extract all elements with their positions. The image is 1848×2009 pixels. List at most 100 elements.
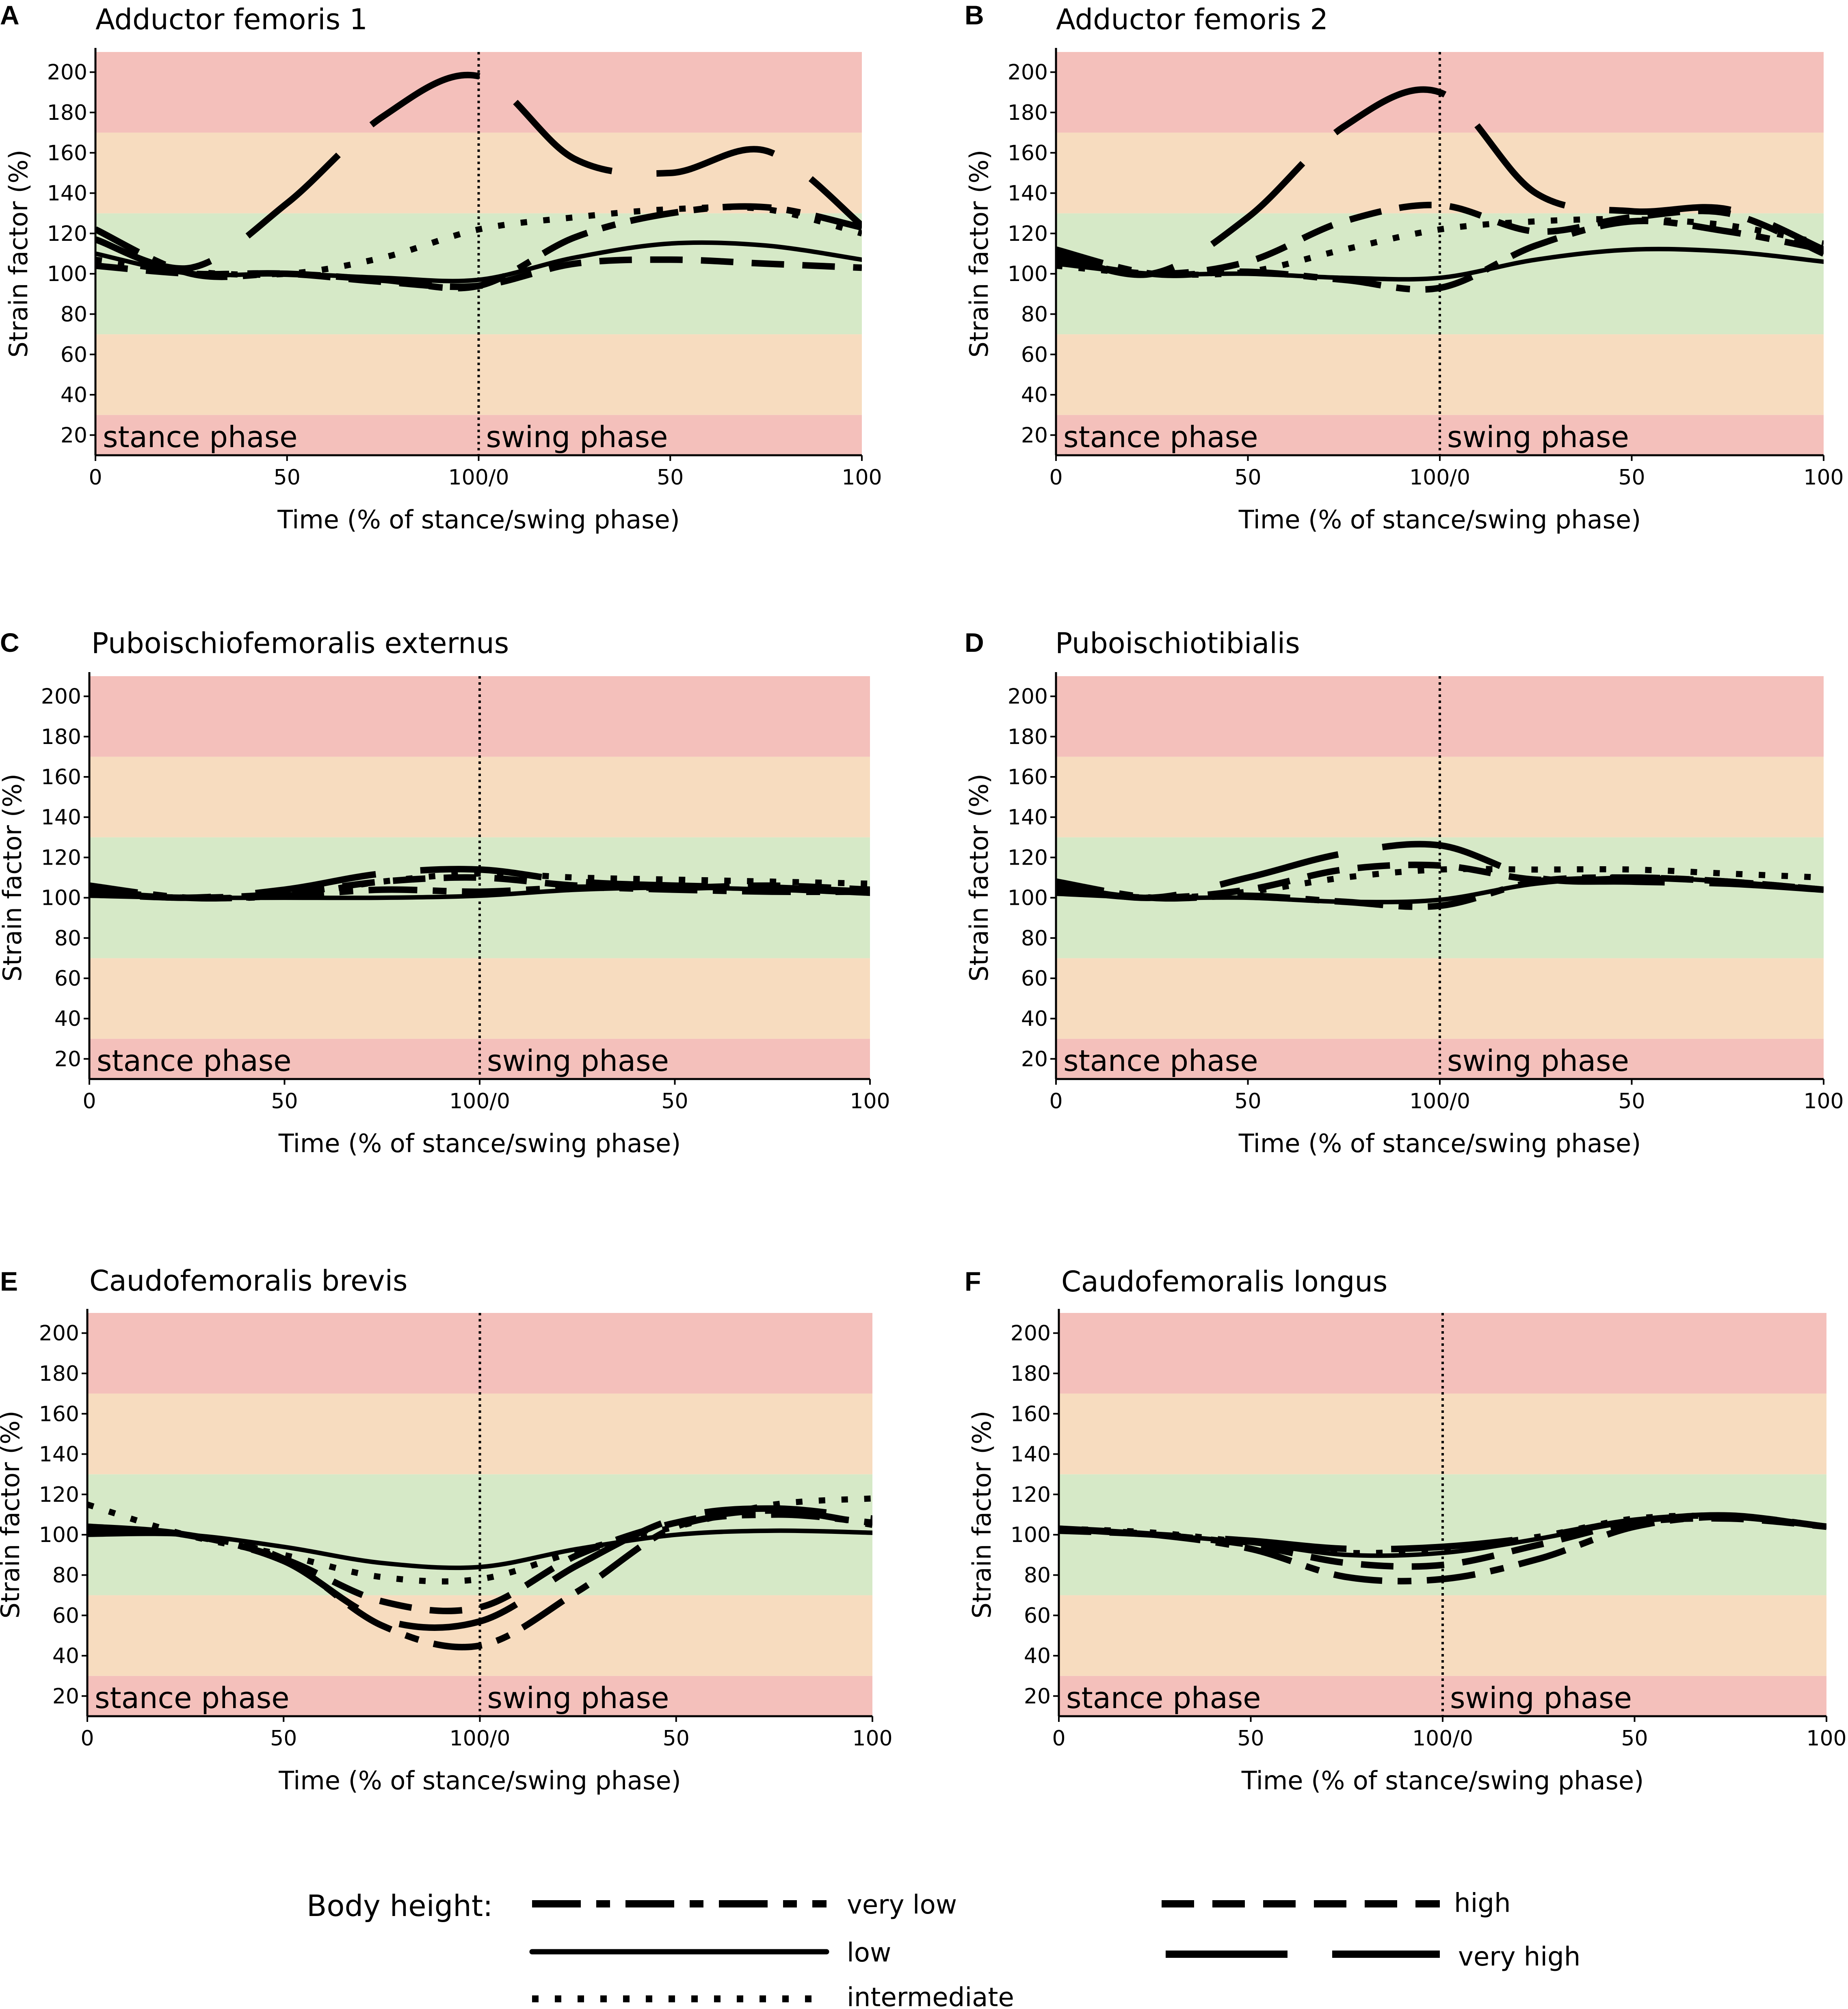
x-axis-label: Time (% of stance/swing phase) — [278, 1129, 681, 1158]
x-tick-label: 50 — [274, 465, 301, 490]
y-tick-label: 60 — [1024, 1604, 1051, 1628]
y-tick-label: 200 — [41, 685, 81, 709]
series-group — [95, 71, 862, 292]
y-tick-label: 180 — [1008, 101, 1048, 125]
y-tick-label: 80 — [61, 302, 87, 327]
series-line-high — [1059, 1515, 1826, 1570]
x-tick-label: 100 — [852, 1726, 892, 1751]
y-tick-label: 60 — [52, 1604, 79, 1628]
y-tick-label: 120 — [39, 1483, 79, 1507]
series-line-very-high — [95, 71, 862, 272]
y-axis-label: Strain factor (%) — [0, 774, 27, 982]
y-tick-label: 160 — [1008, 141, 1048, 165]
panel-title: Adductor femoris 2 — [1056, 3, 1328, 36]
y-tick-label: 60 — [1021, 343, 1048, 367]
panel-title: Puboischiotibialis — [1055, 627, 1300, 660]
panel-letter: F — [965, 1266, 981, 1296]
y-tick-label: 180 — [47, 101, 87, 125]
y-tick-label: 140 — [1011, 1442, 1051, 1467]
series-group — [1056, 86, 1824, 293]
y-tick-label: 140 — [47, 182, 87, 206]
swing-phase-label: swing phase — [487, 1044, 669, 1078]
panel-title: Puboischiofemoralis externus — [91, 627, 509, 660]
x-tick-label: 50 — [1234, 465, 1261, 490]
y-tick-label: 60 — [1021, 967, 1048, 991]
stance-phase-label: stance phase — [95, 1681, 290, 1715]
series-group — [89, 866, 870, 902]
x-tick-label: 100/0 — [1409, 1089, 1470, 1114]
x-tick-label: 100/0 — [448, 465, 509, 490]
y-tick-label: 100 — [41, 886, 81, 910]
legend-label-very-low: very low — [847, 1890, 957, 1920]
series-line-very-high — [87, 1505, 872, 1631]
x-tick-label: 100/0 — [1409, 465, 1470, 490]
x-tick-label: 100 — [850, 1089, 890, 1114]
stance-phase-label: stance phase — [103, 420, 298, 454]
legend-label-intermediate: intermediate — [847, 1983, 1014, 2009]
x-tick-label: 50 — [663, 1726, 690, 1751]
y-tick-label: 180 — [1011, 1362, 1051, 1386]
y-tick-label: 40 — [1021, 1007, 1048, 1031]
panel-letter: B — [965, 0, 984, 30]
x-axis-label: Time (% of stance/swing phase) — [1241, 1766, 1644, 1795]
y-tick-label: 80 — [52, 1563, 79, 1587]
y-tick-label: 160 — [1008, 765, 1048, 789]
x-tick-label: 50 — [1618, 1089, 1645, 1114]
panel-d: 20 40 60 80 100 120 140 160 180 200 0 50 100/0 50 100 T… — [964, 627, 1844, 1158]
y-tick-label: 100 — [39, 1523, 79, 1547]
swing-phase-label: swing phase — [486, 420, 668, 454]
y-tick-label: 100 — [47, 262, 87, 286]
y-tick-label: 180 — [39, 1362, 79, 1386]
y-axis-label: Strain factor (%) — [964, 149, 994, 357]
y-axis-label: Strain factor (%) — [964, 774, 994, 982]
x-tick-label: 100 — [1806, 1726, 1846, 1751]
swing-phase-label: swing phase — [1447, 420, 1629, 454]
y-tick-label: 20 — [61, 423, 87, 448]
panel-a: 20 40 60 80 100 120 140 160 180 200 0 50 100/0 50 100 T… — [0, 0, 882, 534]
swing-phase-label: swing phase — [1450, 1681, 1632, 1715]
stance-phase-label: stance phase — [97, 1044, 292, 1078]
stance-phase-label: stance phase — [1063, 1044, 1258, 1078]
series-line-very-high — [89, 866, 870, 901]
y-tick-label: 160 — [1011, 1402, 1051, 1426]
x-tick-label: 0 — [1049, 1089, 1062, 1114]
x-tick-label: 50 — [661, 1089, 688, 1114]
y-tick-label: 140 — [1008, 805, 1048, 830]
swing-phase-label: swing phase — [1447, 1044, 1629, 1078]
panel-letter: D — [965, 627, 984, 657]
y-tick-label: 200 — [1008, 61, 1048, 85]
y-tick-label: 40 — [61, 383, 87, 407]
x-tick-label: 50 — [657, 465, 684, 490]
legend: Body height: very low low intermediate high v… — [307, 1888, 1580, 2009]
y-tick-label: 40 — [1021, 383, 1048, 407]
y-axis-label: Strain factor (%) — [967, 1410, 997, 1618]
x-tick-label: 50 — [1618, 465, 1645, 490]
x-tick-label: 100/0 — [449, 1089, 510, 1114]
x-axis-label: Time (% of stance/swing phase) — [1238, 505, 1641, 534]
y-tick-label: 160 — [39, 1402, 79, 1426]
legend-label-very-high: very high — [1458, 1942, 1580, 1972]
y-tick-label: 20 — [52, 1684, 79, 1708]
panel-title: Adductor femoris 1 — [95, 3, 368, 36]
y-tick-label: 200 — [1011, 1321, 1051, 1346]
series-line-high — [89, 874, 870, 901]
series-line-very-high — [1056, 86, 1824, 278]
x-tick-label: 50 — [270, 1726, 297, 1751]
stance-phase-label: stance phase — [1063, 420, 1258, 454]
y-tick-label: 120 — [1008, 222, 1048, 246]
panel-e: 20 40 60 80 100 120 140 160 180 200 0 50 100/0 50 100 T… — [0, 1264, 893, 1795]
panel-f: 20 40 60 80 100 120 140 160 180 200 0 50 100/0 50 100 T… — [965, 1265, 1847, 1795]
panel-title: Caudofemoralis longus — [1061, 1265, 1387, 1298]
x-axis-label: Time (% of stance/swing phase) — [1238, 1129, 1641, 1158]
x-tick-label: 100 — [1803, 1089, 1844, 1114]
panels-layer: 20 40 60 80 100 120 140 160 180 200 0 50 100/0 50 100 T… — [0, 0, 1847, 1795]
x-tick-label: 50 — [1234, 1089, 1261, 1114]
y-tick-label: 140 — [41, 805, 81, 830]
y-tick-label: 120 — [1011, 1483, 1051, 1507]
y-tick-label: 40 — [52, 1644, 79, 1668]
y-tick-label: 120 — [41, 846, 81, 870]
x-tick-label: 100/0 — [1412, 1726, 1473, 1751]
panel-b: 20 40 60 80 100 120 140 160 180 200 0 50 100/0 50 100 T… — [964, 0, 1844, 534]
y-tick-label: 100 — [1008, 886, 1048, 910]
